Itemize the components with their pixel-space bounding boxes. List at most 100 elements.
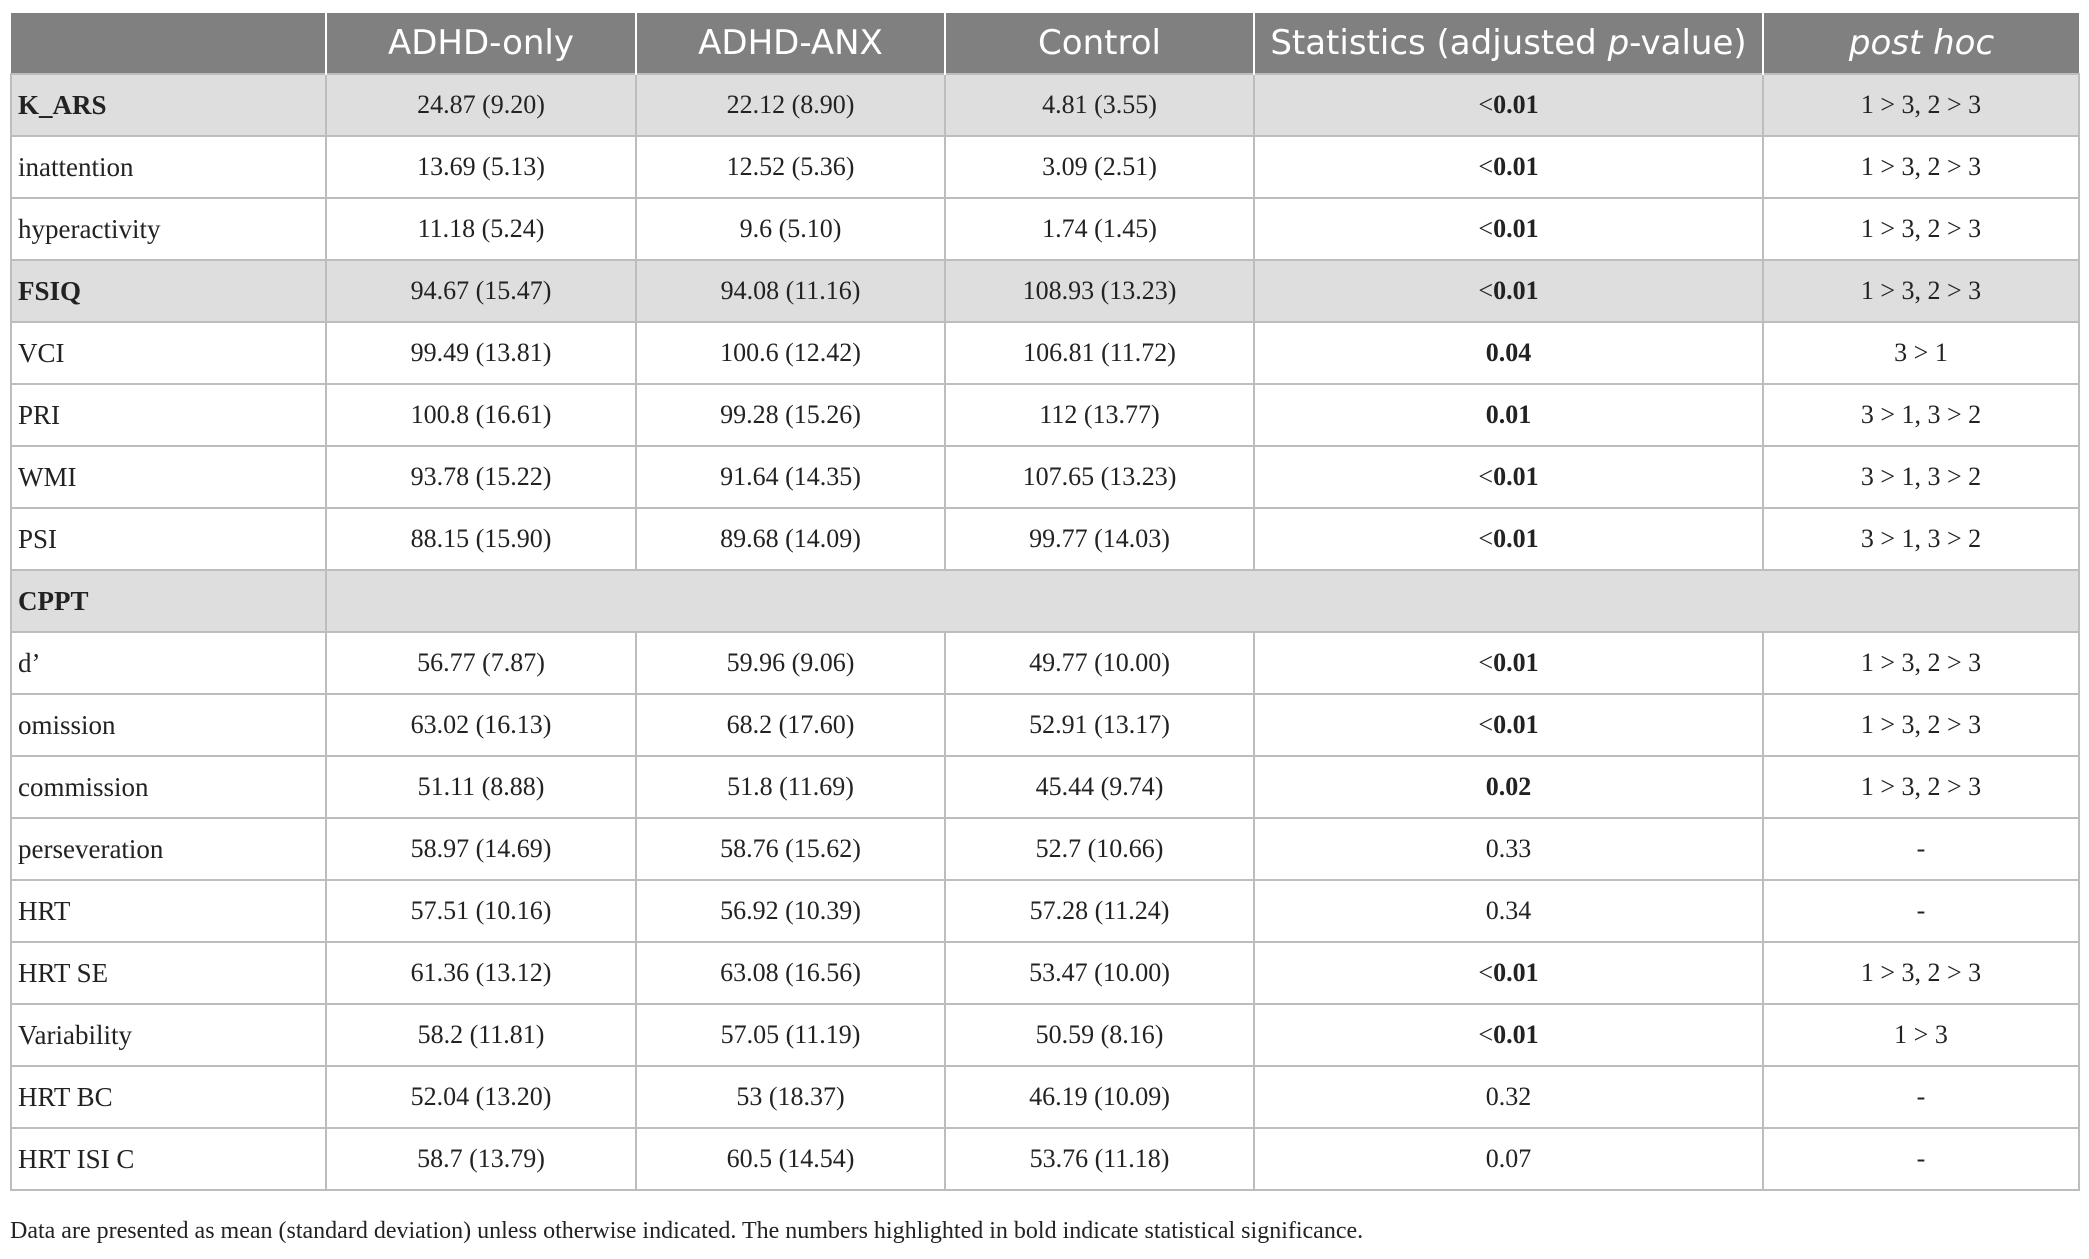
cell-control: 3.09 (2.51) (944, 135, 1255, 199)
header-adhd-anx: ADHD-ANX (636, 13, 946, 74)
p-value: 0.01 (1493, 958, 1539, 987)
header-statistics: Statistics (adjusted p-value) (1254, 13, 1764, 74)
cell-control: 53.76 (11.18) (944, 1127, 1255, 1191)
table-row: VCI 99.49 (13.81) 100.6 (12.42) 106.81 (… (10, 321, 2080, 385)
cell-control: 108.93 (13.23) (944, 259, 1255, 323)
cell-adhd-anx: 94.08 (11.16) (635, 259, 946, 323)
cell-adhd-anx: 56.92 (10.39) (635, 879, 946, 943)
cell-control: 45.44 (9.74) (944, 755, 1255, 819)
cell-adhd-only: 58.2 (11.81) (325, 1003, 637, 1067)
p-value: 0.01 (1493, 524, 1539, 553)
cell-control: 57.28 (11.24) (944, 879, 1255, 943)
row-label: HRT (10, 879, 327, 943)
table-row: hyperactivity 11.18 (5.24) 9.6 (5.10) 1.… (10, 197, 2080, 261)
cell-adhd-only: 63.02 (16.13) (325, 693, 637, 757)
table-row: perseveration 58.97 (14.69) 58.76 (15.62… (10, 817, 2080, 881)
table-row: inattention 13.69 (5.13) 12.52 (5.36) 3.… (10, 135, 2080, 199)
cell-adhd-only: 57.51 (10.16) (325, 879, 637, 943)
lt-sign: < (1478, 648, 1494, 677)
cell-control: 112 (13.77) (944, 383, 1255, 447)
p-value: 0.01 (1485, 400, 1532, 429)
cell-post-hoc: - (1762, 1127, 2080, 1191)
table-row: HRT SE 61.36 (13.12) 63.08 (16.56) 53.47… (10, 941, 2080, 1005)
cell-control: 46.19 (10.09) (944, 1065, 1255, 1129)
cell-statistics: 0.34 (1253, 879, 1764, 943)
lt-sign: < (1478, 710, 1494, 739)
cell-adhd-only: 93.78 (15.22) (325, 445, 637, 509)
table-row: HRT 57.51 (10.16) 56.92 (10.39) 57.28 (1… (10, 879, 2080, 943)
cell-adhd-only: 11.18 (5.24) (325, 197, 637, 261)
table-row: WMI 93.78 (15.22) 91.64 (14.35) 107.65 (… (10, 445, 2080, 509)
cell-statistics: 0.33 (1253, 817, 1764, 881)
cell-adhd-only: 52.04 (13.20) (325, 1065, 637, 1129)
header-control: Control (945, 13, 1255, 74)
cell-adhd-only: 58.7 (13.79) (325, 1127, 637, 1191)
cell-adhd-only: 56.77 (7.87) (325, 631, 637, 695)
cell-statistics: 0.04 (1253, 321, 1764, 385)
cell-post-hoc: 3 > 1, 3 > 2 (1762, 383, 2080, 447)
cell-adhd-anx: 100.6 (12.42) (635, 321, 946, 385)
lt-sign: < (1478, 90, 1494, 119)
cell-control: 52.91 (13.17) (944, 693, 1255, 757)
cell-adhd-only: 61.36 (13.12) (325, 941, 637, 1005)
cell-statistics: 0.01 (1253, 383, 1764, 447)
cell-statistics: <0.01 (1253, 197, 1764, 261)
lt-sign: < (1478, 152, 1494, 181)
cell-adhd-anx: 51.8 (11.69) (635, 755, 946, 819)
cell-adhd-anx: 60.5 (14.54) (635, 1127, 946, 1191)
row-label: perseveration (10, 817, 327, 881)
cell-post-hoc: 3 > 1, 3 > 2 (1762, 507, 2080, 571)
p-value: 0.01 (1493, 648, 1539, 677)
p-value: 0.01 (1493, 214, 1539, 243)
p-value: 0.01 (1493, 462, 1539, 491)
cell-statistics: 0.32 (1253, 1065, 1764, 1129)
header-variable (11, 13, 327, 74)
cell-control: 50.59 (8.16) (944, 1003, 1255, 1067)
table-row: PSI 88.15 (15.90) 89.68 (14.09) 99.77 (1… (10, 507, 2080, 571)
p-value: 0.34 (1485, 896, 1532, 925)
p-value: 0.01 (1493, 90, 1539, 119)
header-statistics-pre: Statistics (adjusted (1270, 23, 1608, 63)
results-table-container: ADHD-only ADHD-ANX Control Statistics (a… (10, 13, 2080, 1191)
cell-post-hoc: 1 > 3, 2 > 3 (1762, 693, 2080, 757)
cell-post-hoc: 1 > 3, 2 > 3 (1762, 73, 2080, 137)
cell-post-hoc: - (1762, 817, 2080, 881)
header-statistics-post: -value) (1629, 23, 1747, 63)
p-value: 0.33 (1485, 834, 1532, 863)
cell-control: 4.81 (3.55) (944, 73, 1255, 137)
cell-statistics: <0.01 (1253, 941, 1764, 1005)
row-label: hyperactivity (10, 197, 327, 261)
row-label: inattention (10, 135, 327, 199)
cell-adhd-anx: 57.05 (11.19) (635, 1003, 946, 1067)
cell-adhd-only: 24.87 (9.20) (325, 73, 637, 137)
cell-statistics: <0.01 (1253, 445, 1764, 509)
cell-control: 1.74 (1.45) (944, 197, 1255, 261)
cell-post-hoc: 1 > 3, 2 > 3 (1762, 135, 2080, 199)
cell-statistics: <0.01 (1253, 693, 1764, 757)
cell-adhd-only: 94.67 (15.47) (325, 259, 637, 323)
cell-post-hoc: 1 > 3 (1762, 1003, 2080, 1067)
row-label: HRT ISI C (10, 1127, 327, 1191)
cell-control: 106.81 (11.72) (944, 321, 1255, 385)
table-row: omission 63.02 (16.13) 68.2 (17.60) 52.9… (10, 693, 2080, 757)
header-post-hoc: post hoc (1763, 13, 2079, 74)
cell-statistics: 0.02 (1253, 755, 1764, 819)
cell-control: 107.65 (13.23) (944, 445, 1255, 509)
p-value: 0.32 (1485, 1082, 1532, 1111)
cell-statistics: <0.01 (1253, 1003, 1764, 1067)
cell-statistics: <0.01 (1253, 631, 1764, 695)
results-table: ADHD-only ADHD-ANX Control Statistics (a… (10, 13, 2080, 1191)
row-label: d’ (10, 631, 327, 695)
row-label: PSI (10, 507, 327, 571)
p-value: 0.02 (1485, 772, 1532, 801)
row-label: PRI (10, 383, 327, 447)
cell-post-hoc: 3 > 1, 3 > 2 (1762, 445, 2080, 509)
p-value: 0.01 (1493, 710, 1539, 739)
cell-adhd-anx: 63.08 (16.56) (635, 941, 946, 1005)
cell-post-hoc: 1 > 3, 2 > 3 (1762, 259, 2080, 323)
cell-adhd-anx: 68.2 (17.60) (635, 693, 946, 757)
table-row: HRT BC 52.04 (13.20) 53 (18.37) 46.19 (1… (10, 1065, 2080, 1129)
table-row: PRI 100.8 (16.61) 99.28 (15.26) 112 (13.… (10, 383, 2080, 447)
cell-adhd-only: 99.49 (13.81) (325, 321, 637, 385)
table-row: commission 51.11 (8.88) 51.8 (11.69) 45.… (10, 755, 2080, 819)
